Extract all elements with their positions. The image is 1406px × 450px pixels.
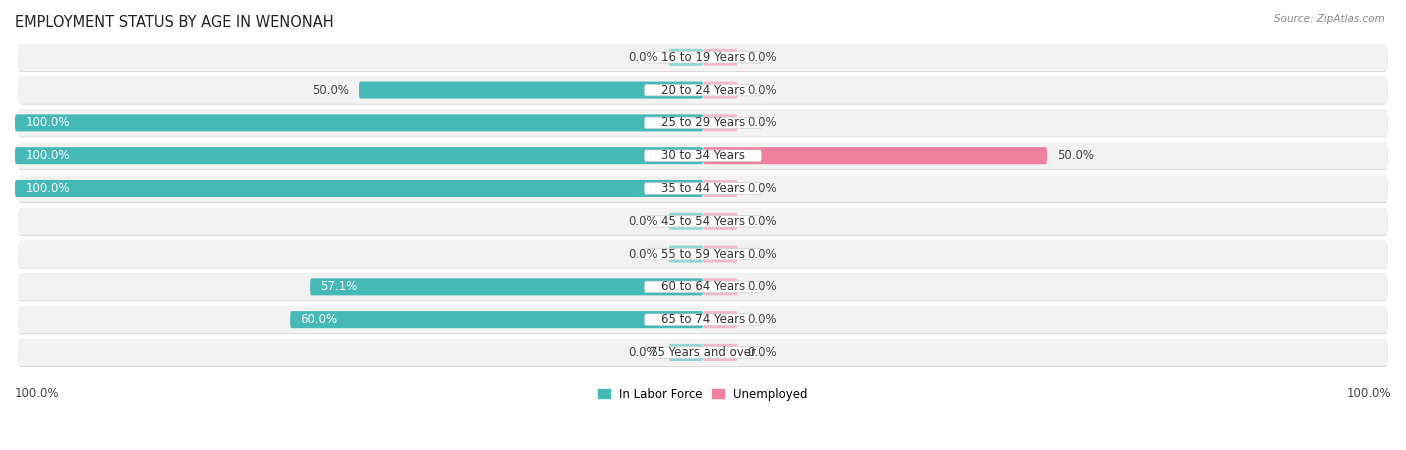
Text: 30 to 34 Years: 30 to 34 Years (661, 149, 745, 162)
FancyBboxPatch shape (703, 213, 737, 230)
Text: 0.0%: 0.0% (748, 280, 778, 293)
Text: 0.0%: 0.0% (628, 215, 658, 228)
Text: 60 to 64 Years: 60 to 64 Years (661, 280, 745, 293)
FancyBboxPatch shape (311, 279, 703, 295)
Text: Source: ZipAtlas.com: Source: ZipAtlas.com (1274, 14, 1385, 23)
Text: 100.0%: 100.0% (15, 387, 59, 400)
Text: 100.0%: 100.0% (25, 149, 70, 162)
FancyBboxPatch shape (18, 44, 1388, 72)
FancyBboxPatch shape (18, 76, 1388, 104)
FancyBboxPatch shape (18, 306, 1388, 334)
FancyBboxPatch shape (669, 344, 703, 361)
FancyBboxPatch shape (18, 207, 1388, 235)
FancyBboxPatch shape (18, 240, 1388, 268)
FancyBboxPatch shape (18, 273, 1388, 301)
FancyBboxPatch shape (644, 314, 762, 325)
FancyBboxPatch shape (644, 216, 762, 227)
FancyBboxPatch shape (18, 274, 1388, 302)
Text: 65 to 74 Years: 65 to 74 Years (661, 313, 745, 326)
Text: 25 to 29 Years: 25 to 29 Years (661, 117, 745, 130)
FancyBboxPatch shape (18, 208, 1388, 236)
Text: 0.0%: 0.0% (748, 215, 778, 228)
FancyBboxPatch shape (703, 114, 737, 131)
FancyBboxPatch shape (703, 246, 737, 263)
FancyBboxPatch shape (644, 281, 762, 292)
Text: 100.0%: 100.0% (25, 117, 70, 130)
FancyBboxPatch shape (703, 344, 737, 361)
FancyBboxPatch shape (18, 143, 1388, 170)
Text: 0.0%: 0.0% (748, 51, 778, 64)
FancyBboxPatch shape (18, 176, 1388, 203)
FancyBboxPatch shape (703, 147, 1047, 164)
FancyBboxPatch shape (18, 110, 1388, 137)
FancyBboxPatch shape (15, 180, 703, 197)
FancyBboxPatch shape (644, 117, 762, 129)
Legend: In Labor Force, Unemployed: In Labor Force, Unemployed (593, 383, 813, 405)
Text: 0.0%: 0.0% (748, 313, 778, 326)
FancyBboxPatch shape (644, 248, 762, 260)
Text: 75 Years and over: 75 Years and over (650, 346, 756, 359)
FancyBboxPatch shape (703, 81, 737, 99)
FancyBboxPatch shape (18, 241, 1388, 269)
FancyBboxPatch shape (703, 180, 737, 197)
Text: 0.0%: 0.0% (748, 248, 778, 261)
FancyBboxPatch shape (18, 44, 1388, 71)
FancyBboxPatch shape (15, 114, 703, 131)
Text: 16 to 19 Years: 16 to 19 Years (661, 51, 745, 64)
FancyBboxPatch shape (18, 306, 1388, 333)
FancyBboxPatch shape (669, 213, 703, 230)
FancyBboxPatch shape (644, 183, 762, 194)
Text: 50.0%: 50.0% (312, 84, 349, 97)
Text: EMPLOYMENT STATUS BY AGE IN WENONAH: EMPLOYMENT STATUS BY AGE IN WENONAH (15, 15, 333, 30)
FancyBboxPatch shape (669, 49, 703, 66)
FancyBboxPatch shape (703, 311, 737, 328)
FancyBboxPatch shape (18, 339, 1388, 367)
FancyBboxPatch shape (644, 346, 762, 358)
Text: 57.1%: 57.1% (321, 280, 357, 293)
Text: 45 to 54 Years: 45 to 54 Years (661, 215, 745, 228)
FancyBboxPatch shape (15, 147, 703, 164)
Text: 0.0%: 0.0% (748, 117, 778, 130)
Text: 0.0%: 0.0% (628, 346, 658, 359)
Text: 0.0%: 0.0% (628, 248, 658, 261)
FancyBboxPatch shape (290, 311, 703, 328)
Text: 0.0%: 0.0% (748, 346, 778, 359)
FancyBboxPatch shape (18, 175, 1388, 202)
Text: 100.0%: 100.0% (1347, 387, 1391, 400)
Text: 50.0%: 50.0% (1057, 149, 1094, 162)
Text: 100.0%: 100.0% (25, 182, 70, 195)
Text: 0.0%: 0.0% (628, 51, 658, 64)
Text: 0.0%: 0.0% (748, 182, 778, 195)
FancyBboxPatch shape (644, 52, 762, 63)
FancyBboxPatch shape (18, 77, 1388, 104)
FancyBboxPatch shape (644, 84, 762, 96)
FancyBboxPatch shape (703, 49, 737, 66)
Text: 0.0%: 0.0% (748, 84, 778, 97)
FancyBboxPatch shape (703, 279, 737, 295)
FancyBboxPatch shape (669, 246, 703, 263)
Text: 55 to 59 Years: 55 to 59 Years (661, 248, 745, 261)
Text: 35 to 44 Years: 35 to 44 Years (661, 182, 745, 195)
Text: 20 to 24 Years: 20 to 24 Years (661, 84, 745, 97)
FancyBboxPatch shape (18, 339, 1388, 366)
Text: 60.0%: 60.0% (301, 313, 337, 326)
FancyBboxPatch shape (359, 81, 703, 99)
FancyBboxPatch shape (18, 142, 1388, 170)
FancyBboxPatch shape (18, 109, 1388, 137)
FancyBboxPatch shape (644, 150, 762, 162)
